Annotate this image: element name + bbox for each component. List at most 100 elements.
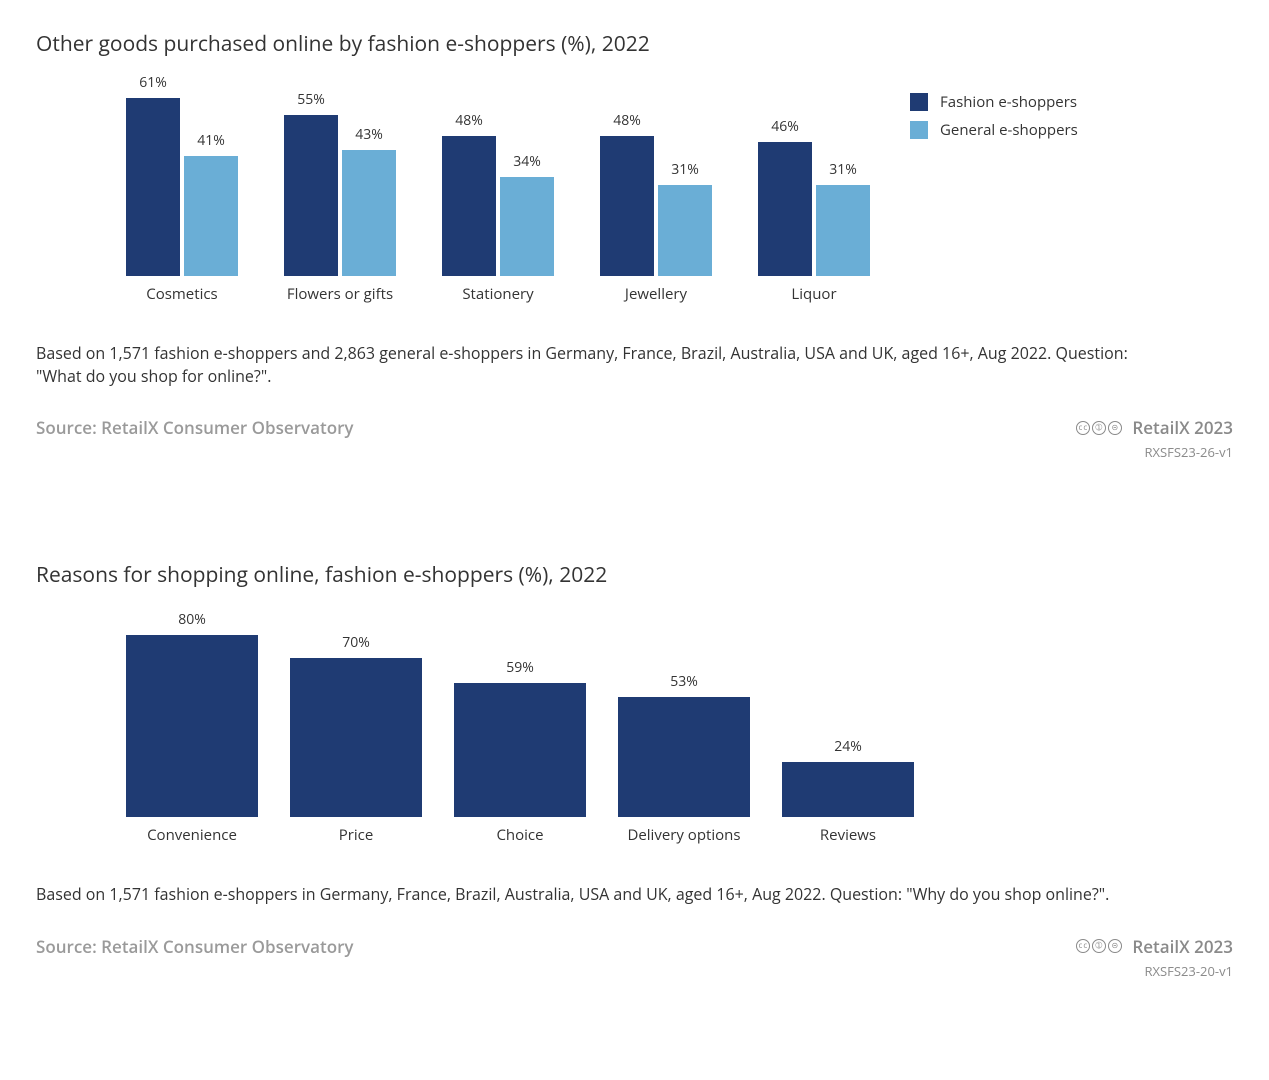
bar — [284, 115, 338, 276]
category-label: Reviews — [820, 825, 876, 845]
chart-reasons: Reasons for shopping online, fashion e-s… — [36, 561, 1233, 979]
bar — [290, 658, 422, 817]
bar-wrap: 46% — [758, 117, 812, 276]
bar-group: 48% 31% Jewellery — [600, 86, 712, 304]
legend-item-general: General e-shoppers — [910, 120, 1078, 140]
bar-value-label: 34% — [513, 152, 541, 171]
cc-by-icon: ➀ — [1092, 939, 1106, 953]
legend-label: General e-shoppers — [940, 120, 1078, 140]
cc-icons: cc ➀ ⊝ — [1076, 939, 1122, 953]
bar-group: 53% Delivery options — [618, 617, 750, 845]
chart-other-goods: Other goods purchased online by fashion … — [36, 30, 1233, 461]
category-label: Cosmetics — [146, 284, 217, 304]
bar-cell: 24% — [782, 617, 914, 817]
brand-block: cc ➀ ⊝ RetailX 2023 RXSFS23-26-v1 — [1076, 416, 1233, 461]
bar — [600, 136, 654, 276]
cc-nd-icon: ⊝ — [1108, 939, 1122, 953]
bar-group: 80%Convenience — [126, 617, 258, 845]
bar-wrap: 61% — [126, 73, 180, 276]
category-label: Convenience — [147, 825, 237, 845]
source-text: Source: RetailX Consumer Observatory — [36, 416, 354, 439]
bar-value-label: 48% — [613, 111, 641, 130]
bar — [816, 185, 870, 276]
bar — [126, 98, 180, 276]
category-label: Choice — [496, 825, 543, 845]
cc-nd-icon: ⊝ — [1108, 421, 1122, 435]
bar-wrap: 48% — [600, 111, 654, 276]
source-text: Source: RetailX Consumer Observatory — [36, 935, 354, 958]
bar-value-label: 41% — [197, 131, 225, 150]
bar — [442, 136, 496, 276]
bar-value-label: 61% — [139, 73, 167, 92]
bar-wrap: 53% — [618, 672, 750, 817]
bar-value-label: 48% — [455, 111, 483, 130]
bar — [126, 635, 258, 817]
chart-caption: Based on 1,571 fashion e-shoppers and 2,… — [36, 342, 1136, 388]
bar-value-label: 43% — [355, 125, 383, 144]
brand-name: RetailX 2023 — [1132, 935, 1233, 958]
bar-wrap: 31% — [816, 160, 870, 276]
chart-caption: Based on 1,571 fashion e-shoppers in Ger… — [36, 883, 1136, 906]
bar-cell: 59% — [454, 617, 586, 817]
cc-icon: cc — [1076, 421, 1090, 435]
legend-swatch-icon — [910, 121, 928, 139]
category-label: Delivery options — [627, 825, 740, 845]
bar-value-label: 70% — [342, 633, 370, 652]
page: Other goods purchased online by fashion … — [0, 0, 1269, 1020]
bar — [184, 156, 238, 276]
bar-pair: 46% 31% — [758, 86, 870, 276]
bar-group: 70% Price — [290, 617, 422, 845]
bar-pair: 55%43% — [284, 86, 396, 276]
category-label: Jewellery — [625, 284, 687, 304]
plot-area: 61%41% Cosmetics 55%43% Flowers or gifts 48%… — [36, 86, 870, 304]
bar-value-label: 31% — [829, 160, 857, 179]
bar-pair: 48% 34% — [442, 86, 554, 276]
bar-group: 55%43% Flowers or gifts — [284, 86, 396, 304]
category-label: Price — [339, 825, 374, 845]
bar-group: 61%41% Cosmetics — [126, 86, 238, 304]
bar-wrap: 41% — [184, 131, 238, 276]
chart-row: 61%41% Cosmetics 55%43% Flowers or gifts 48%… — [36, 86, 1233, 304]
bar-wrap: 70% — [290, 633, 422, 817]
cc-icons: cc ➀ ⊝ — [1076, 421, 1122, 435]
legend-item-fashion: Fashion e-shoppers — [910, 92, 1078, 112]
brand-ref: RXSFS23-20-v1 — [1076, 962, 1233, 980]
bar — [758, 142, 812, 276]
legend-swatch-icon — [910, 93, 928, 111]
bar-value-label: 53% — [670, 672, 698, 691]
bar-wrap: 59% — [454, 658, 586, 817]
cc-icon: cc — [1076, 939, 1090, 953]
bar-value-label: 24% — [834, 737, 862, 756]
brand-name: RetailX 2023 — [1132, 416, 1233, 439]
bar-group: 59% Choice — [454, 617, 586, 845]
brand-ref: RXSFS23-26-v1 — [1076, 443, 1233, 461]
bar-cell: 70% — [290, 617, 422, 817]
plot-area: 80%Convenience 70% Price 59% Choice 53% Delive… — [36, 617, 914, 845]
chart-footer: Source: RetailX Consumer Observatory cc … — [36, 935, 1233, 980]
category-label: Liquor — [791, 284, 836, 304]
bar-wrap: 31% — [658, 160, 712, 276]
bar — [342, 150, 396, 276]
brand-block: cc ➀ ⊝ RetailX 2023 RXSFS23-20-v1 — [1076, 935, 1233, 980]
bar — [454, 683, 586, 817]
bar-group: 48% 34% Stationery — [442, 86, 554, 304]
bar — [500, 177, 554, 276]
bar-value-label: 59% — [506, 658, 534, 677]
category-label: Stationery — [462, 284, 533, 304]
bar — [782, 762, 914, 817]
bar-wrap: 34% — [500, 152, 554, 276]
bar-group: 24% Reviews — [782, 617, 914, 845]
legend-label: Fashion e-shoppers — [940, 92, 1077, 112]
category-label: Flowers or gifts — [287, 284, 393, 304]
bar-group: 46% 31% Liquor — [758, 86, 870, 304]
legend: Fashion e-shoppers General e-shoppers — [910, 86, 1078, 148]
bar — [658, 185, 712, 276]
bar-wrap: 80% — [126, 610, 258, 817]
bar-value-label: 31% — [671, 160, 699, 179]
bar-wrap: 24% — [782, 737, 914, 817]
chart-footer: Source: RetailX Consumer Observatory cc … — [36, 416, 1233, 461]
chart-row: 80%Convenience 70% Price 59% Choice 53% Delive… — [36, 617, 1233, 845]
bar-pair: 61%41% — [126, 86, 238, 276]
bar-wrap: 43% — [342, 125, 396, 276]
bar-cell: 53% — [618, 617, 750, 817]
